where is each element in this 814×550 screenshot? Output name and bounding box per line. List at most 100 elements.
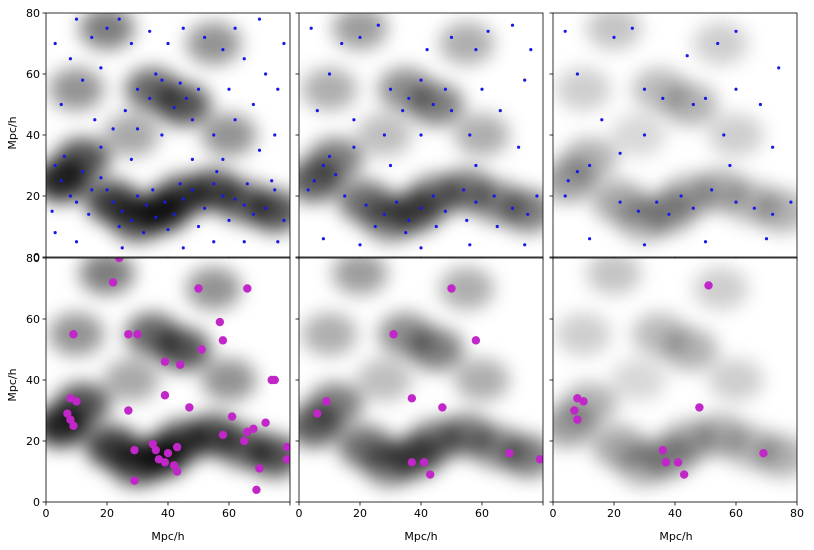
density-blob <box>332 13 388 50</box>
density-blob <box>500 434 543 478</box>
halo-point <box>658 445 667 455</box>
galaxy-point <box>364 203 368 207</box>
galaxy-point <box>172 212 176 216</box>
galaxy-point <box>431 102 435 107</box>
halo-point <box>163 449 173 458</box>
galaxy-point <box>242 203 246 207</box>
galaxy-point <box>264 206 268 210</box>
halo-point <box>243 284 252 293</box>
halo-point <box>425 470 435 479</box>
galaxy-point <box>135 87 140 91</box>
galaxy-point <box>178 182 182 186</box>
galaxy-point <box>752 206 756 210</box>
y-tick-label: 60 <box>26 68 40 81</box>
galaxy-point <box>276 240 280 244</box>
panel-r0-c1 <box>299 13 543 257</box>
galaxy-point <box>212 133 216 137</box>
halo-point <box>115 258 124 263</box>
y-tick-label: 80 <box>26 7 40 20</box>
galaxy-point <box>221 194 225 198</box>
galaxy-point <box>203 35 207 40</box>
halo-point <box>160 357 170 366</box>
x-tick-label: 0 <box>550 507 557 520</box>
density-blob <box>302 67 357 111</box>
galaxy-point <box>600 118 604 122</box>
galaxy-point <box>178 81 182 85</box>
panel-r1-c2 <box>553 258 797 502</box>
galaxy-point <box>404 231 408 235</box>
panel-r1-c1 <box>299 258 543 502</box>
galaxy-point <box>358 243 362 247</box>
galaxy-point <box>358 35 362 40</box>
halo-point <box>185 403 194 412</box>
galaxy-point <box>62 154 66 158</box>
halo-point <box>218 430 228 440</box>
galaxy-point <box>352 145 356 149</box>
galaxy-point <box>575 72 580 76</box>
halo-point <box>704 281 713 290</box>
galaxy-point <box>758 102 763 107</box>
y-axis-label-row-0: Mpc/h <box>6 116 19 149</box>
halo-point <box>130 445 139 455</box>
density-blob <box>693 22 749 65</box>
x-tick-label: 60 <box>222 507 236 520</box>
galaxy-point <box>728 163 732 168</box>
galaxy-point <box>154 215 158 219</box>
galaxy-point <box>407 218 411 222</box>
halo-point <box>535 455 543 464</box>
galaxy-point <box>395 200 399 204</box>
halo-point <box>679 470 689 479</box>
galaxy-point <box>50 209 54 213</box>
halo-point <box>579 397 588 406</box>
galaxy-point <box>771 145 775 149</box>
galaxy-point <box>529 48 533 52</box>
galaxy-point <box>172 105 176 110</box>
density-blob <box>186 267 242 310</box>
galaxy-point <box>120 209 124 213</box>
y-tick-label: 80 <box>26 252 40 265</box>
halo-point <box>249 424 258 433</box>
galaxy-point <box>492 194 496 198</box>
galaxy-point <box>462 188 466 192</box>
galaxy-point <box>419 246 423 250</box>
x-tick-label: 60 <box>729 507 743 520</box>
density-field <box>553 13 797 242</box>
x-tick-label: 40 <box>414 507 428 520</box>
galaxy-point <box>703 96 708 100</box>
halo-point <box>130 476 139 485</box>
galaxy-point <box>181 26 185 30</box>
galaxy-point <box>233 26 237 30</box>
density-blob <box>408 83 464 126</box>
galaxy-point <box>523 243 527 247</box>
galaxy-point <box>691 206 695 210</box>
galaxy-point <box>710 188 714 192</box>
density-blob <box>79 13 135 50</box>
density-blob <box>332 258 388 295</box>
density-blob <box>586 13 642 50</box>
halo-point <box>322 397 331 406</box>
density-blob <box>247 189 290 233</box>
density-blob <box>49 67 104 111</box>
halo-point <box>282 455 290 464</box>
galaxy-point <box>382 133 386 137</box>
galaxy-point <box>190 157 194 161</box>
galaxy-point <box>526 212 530 216</box>
halo-point <box>151 445 160 455</box>
halo-point <box>419 458 429 467</box>
halo-point <box>261 418 270 427</box>
galaxy-point <box>618 151 622 155</box>
density-blob <box>662 83 718 126</box>
halo-point <box>218 336 228 345</box>
galaxy-point <box>160 78 164 82</box>
galaxy-point <box>212 240 216 244</box>
galaxy-point <box>129 41 133 46</box>
x-axis-label-col-2: Mpc/h <box>659 530 692 543</box>
galaxy-point <box>264 72 268 76</box>
halo-point <box>407 394 417 403</box>
galaxy-point <box>68 57 72 61</box>
galaxy-point <box>642 133 647 137</box>
galaxy-point <box>251 212 255 216</box>
galaxy-point <box>123 109 127 113</box>
galaxy-point <box>59 102 63 107</box>
galaxy-point <box>468 133 472 137</box>
